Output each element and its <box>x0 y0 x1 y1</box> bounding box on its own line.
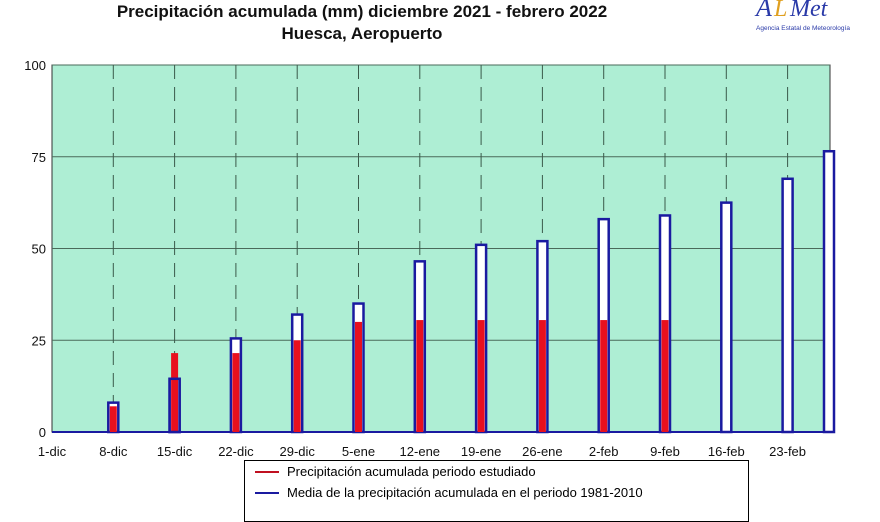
chart-title: Precipitación acumulada (mm) diciembre 2… <box>116 2 608 21</box>
observed-bar <box>538 320 546 432</box>
observed-bar <box>109 406 117 432</box>
x-tick-label: 5-ene <box>342 444 375 459</box>
chart-subtitle: Huesca, Aeropuerto <box>281 24 443 43</box>
svg-text:A: A <box>754 0 772 22</box>
x-tick-label: 2-feb <box>589 444 619 459</box>
x-tick-label: 26-ene <box>522 444 562 459</box>
x-tick-label: 29-dic <box>279 444 315 459</box>
x-tick-label: 9-feb <box>650 444 680 459</box>
x-tick-label: 16-feb <box>708 444 745 459</box>
observed-bar <box>293 340 301 432</box>
legend-swatch-red <box>255 470 279 473</box>
observed-bar <box>661 320 669 432</box>
observed-bar <box>171 353 179 432</box>
legend-label: Media de la precipitación acumulada en e… <box>287 485 643 500</box>
observed-bar <box>600 320 608 432</box>
observed-bar <box>477 320 485 432</box>
legend: Precipitación acumulada periodo estudiad… <box>244 460 749 522</box>
y-tick-label: 0 <box>39 425 46 440</box>
legend-item-observed: Precipitación acumulada periodo estudiad… <box>245 461 748 482</box>
observed-bar <box>232 353 240 432</box>
legend-swatch-blue <box>255 491 279 494</box>
x-tick-label: 12-ene <box>400 444 440 459</box>
aemet-logo: A L Met Agencia Estatal de Meteorología <box>754 0 850 32</box>
normal-bar <box>822 149 836 434</box>
svg-text:L: L <box>773 0 787 22</box>
x-tick-label: 8-dic <box>99 444 128 459</box>
y-tick-label: 100 <box>24 58 46 73</box>
svg-text:Met: Met <box>789 0 829 22</box>
observed-bar <box>416 320 424 432</box>
y-tick-label: 50 <box>32 242 46 257</box>
normal-bar <box>781 177 794 434</box>
normal-bar <box>720 201 733 434</box>
y-tick-label: 25 <box>32 333 46 348</box>
precipitation-chart: 0 25 50 75 100 1-dic 8-dic 15-dic 22-dic 29-dic 5-… <box>24 58 836 459</box>
legend-item-normal: Media de la precipitación acumulada en e… <box>245 482 748 503</box>
x-tick-label: 22-dic <box>218 444 254 459</box>
x-tick-label: 19-ene <box>461 444 501 459</box>
x-tick-label: 15-dic <box>157 444 193 459</box>
svg-text:Agencia Estatal de Meteorologí: Agencia Estatal de Meteorología <box>756 25 850 32</box>
y-tick-label: 75 <box>32 150 46 165</box>
normal-bar-outline <box>168 377 181 434</box>
x-tick-label: 23-feb <box>769 444 806 459</box>
observed-bar <box>355 321 362 432</box>
legend-label: Precipitación acumulada periodo estudiad… <box>287 464 536 479</box>
x-tick-label: 1-dic <box>38 444 67 459</box>
